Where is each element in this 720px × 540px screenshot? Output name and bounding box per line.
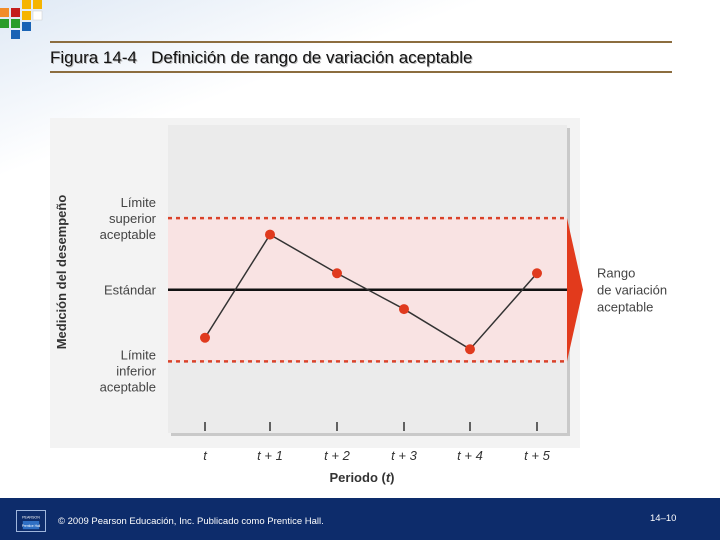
standard-label: Estándar	[104, 283, 157, 298]
decorative-squares	[0, 0, 43, 39]
logo-top-text: PEARSON	[22, 515, 40, 519]
x-tick-label: t + 3	[391, 448, 417, 463]
lower-limit-label: inferior	[116, 363, 156, 378]
footer-bar: PEARSON Prentice Hall © 2009 Pearson Edu…	[0, 498, 720, 540]
slide-title-bar: Figura 14-4 Definición de rango de varia…	[50, 41, 672, 73]
slide-title: Figura 14-4 Definición de rango de varia…	[50, 48, 472, 68]
data-point	[332, 268, 342, 279]
x-tick-label: t + 5	[524, 448, 550, 463]
data-point	[200, 332, 210, 343]
publisher-logo: PEARSON Prentice Hall	[16, 510, 46, 532]
data-point	[465, 344, 475, 355]
data-point	[532, 268, 542, 279]
lower-limit-label: aceptable	[100, 379, 156, 394]
logo-bottom-text: Prentice Hall	[22, 524, 41, 528]
y-axis-title: Medición del desempeño	[54, 195, 69, 350]
figure-number: Figura 14-4	[50, 48, 137, 67]
data-point	[265, 229, 275, 240]
range-label: aceptable	[597, 300, 653, 315]
data-point	[399, 304, 409, 315]
page-number: 14–10	[650, 513, 677, 524]
x-tick-label: t	[203, 448, 208, 463]
copyright-text: © 2009 Pearson Educación, Inc. Publicado…	[58, 516, 324, 527]
figure-title: Definición de rango de variación aceptab…	[151, 48, 473, 67]
x-tick-label: t + 2	[324, 448, 350, 463]
x-tick-label: t + 1	[257, 448, 283, 463]
range-arrow	[567, 218, 583, 362]
series-line	[204, 233, 538, 351]
upper-limit-label: superior	[109, 211, 157, 226]
x-axis-title: Periodo (t)	[329, 470, 394, 485]
upper-limit-label: aceptable	[100, 227, 156, 242]
x-tick-label: t + 4	[457, 448, 483, 463]
upper-limit-label: Límite	[121, 195, 156, 210]
range-label: de variación	[597, 283, 667, 298]
range-label: Rango	[597, 266, 635, 281]
lower-limit-label: Límite	[121, 347, 156, 362]
